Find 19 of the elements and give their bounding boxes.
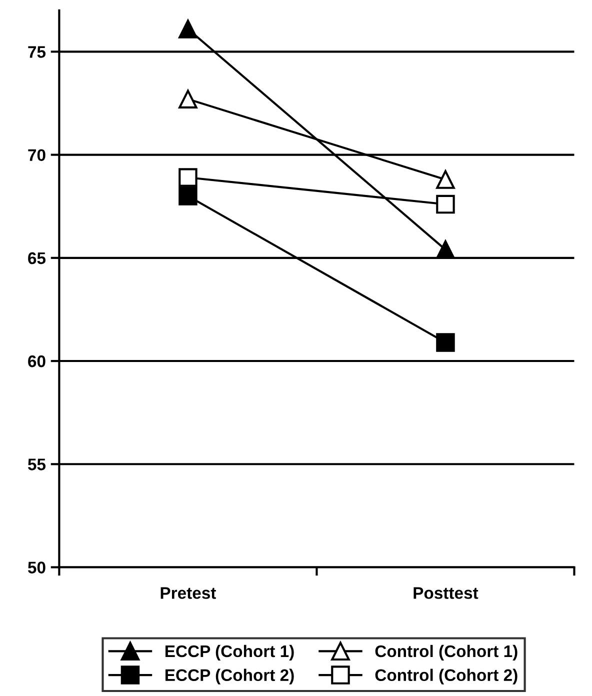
y-tick-label: 65 (28, 252, 46, 264)
point (436, 170, 455, 189)
point (178, 186, 198, 206)
y-tick-label: 70 (28, 149, 46, 161)
x-tick-label: Posttest (414, 587, 478, 599)
legend-label: Control (Cohort 2) (375, 668, 518, 684)
x-tick-label: Pretest (160, 587, 216, 599)
point (436, 194, 455, 214)
point (436, 333, 455, 352)
y-tick-label: 75 (28, 46, 46, 58)
point (178, 20, 198, 38)
y-tick-label: 50 (28, 562, 46, 574)
point (178, 90, 198, 108)
legend-label: Control (Cohort 1) (375, 644, 518, 660)
y-tick-label: 55 (28, 458, 46, 470)
point (178, 168, 198, 187)
legend-label: ECCP (Cohort 1) (166, 644, 294, 660)
legend-label: ECCP (Cohort 2) (166, 668, 294, 684)
y-tick-label: 60 (28, 355, 46, 368)
